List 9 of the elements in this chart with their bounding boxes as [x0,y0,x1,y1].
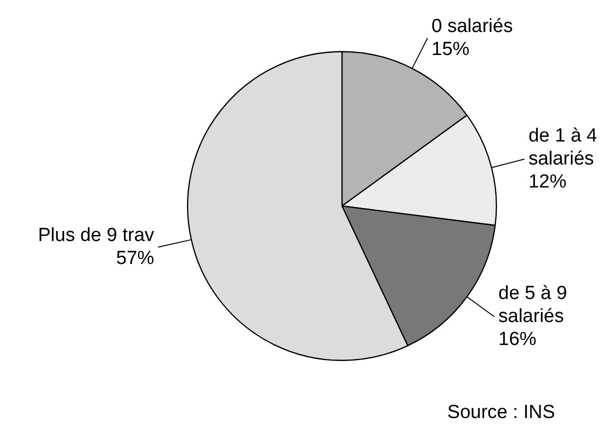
slice-label: de 5 à 9 salariés [498,282,568,327]
slice-label: Plus de 9 trav [38,224,155,246]
slice-label: de 1 à 4 salariés [528,125,598,170]
slice-label: 0 salariés [432,16,513,37]
data-label: 12% [528,171,567,192]
data-label: 15% [432,38,470,60]
data-label: 16% [498,328,537,350]
data-label: 57% [116,248,154,269]
source-note: Source : INS [447,402,555,424]
